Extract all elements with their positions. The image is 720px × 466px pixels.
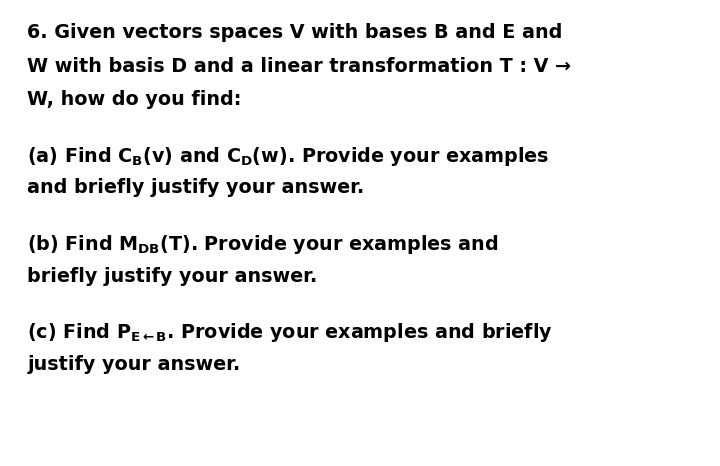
Text: W, how do you find:: W, how do you find:	[27, 90, 242, 110]
Text: justify your answer.: justify your answer.	[27, 355, 240, 374]
Text: (c) Find $\mathbf{P_{E\leftarrow B}}$. Provide your examples and briefly: (c) Find $\mathbf{P_{E\leftarrow B}}$. P…	[27, 321, 553, 344]
Text: and briefly justify your answer.: and briefly justify your answer.	[27, 178, 364, 198]
Text: W with basis D and a linear transformation T : V →: W with basis D and a linear transformati…	[27, 57, 572, 76]
Text: (b) Find $\mathbf{M_{DB}}$(T). Provide your examples and: (b) Find $\mathbf{M_{DB}}$(T). Provide y…	[27, 233, 499, 256]
Text: 6. Given vectors spaces V with bases B and E and: 6. Given vectors spaces V with bases B a…	[27, 23, 563, 42]
Text: (a) Find $\mathbf{C_B}$(v) and $\mathbf{C_D}$(w). Provide your examples: (a) Find $\mathbf{C_B}$(v) and $\mathbf{…	[27, 145, 549, 168]
Text: briefly justify your answer.: briefly justify your answer.	[27, 267, 318, 286]
